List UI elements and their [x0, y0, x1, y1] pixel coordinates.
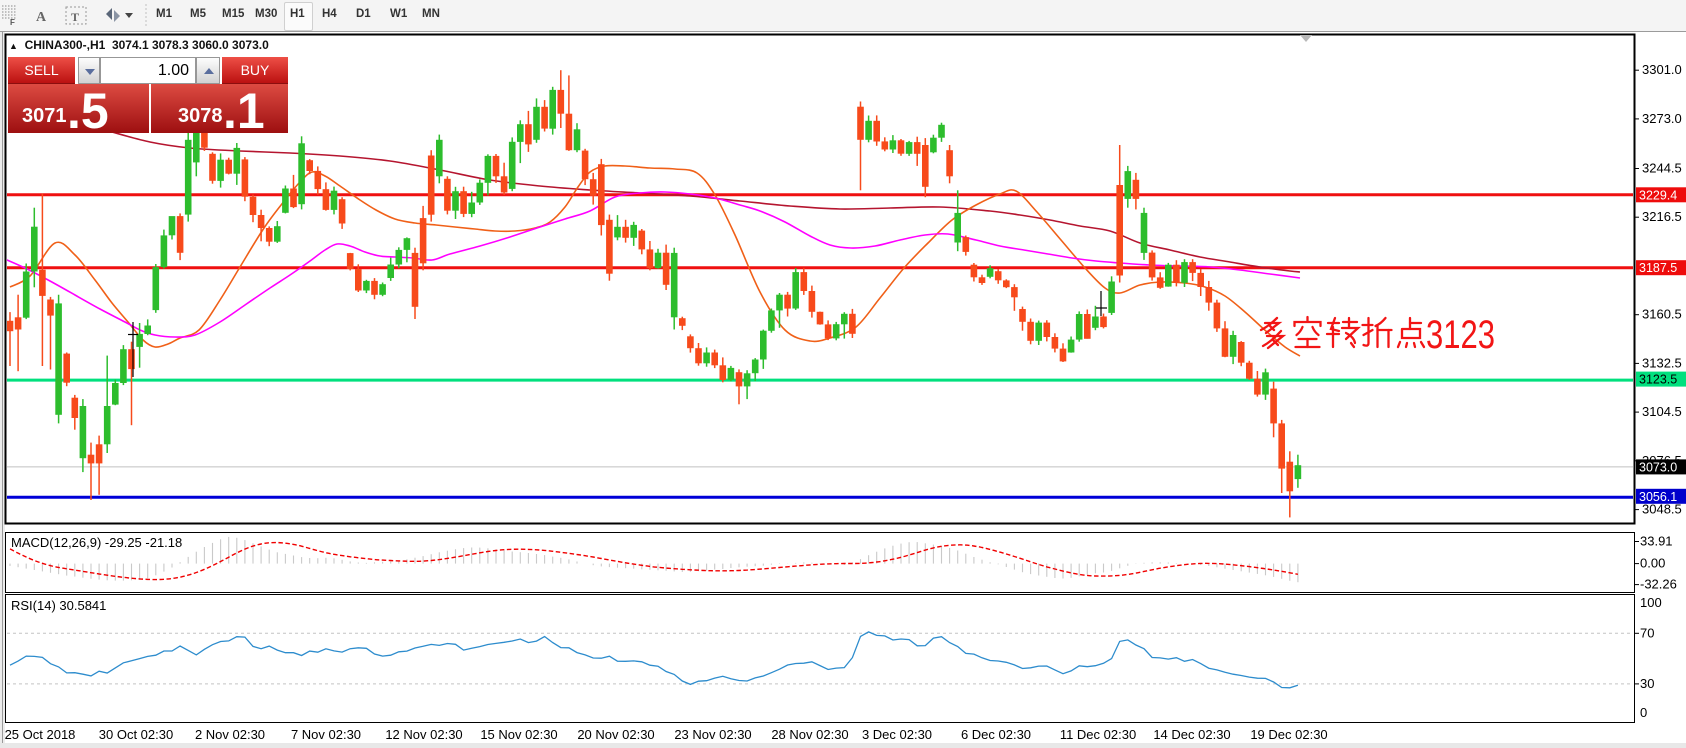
svg-text:11 Dec 02:30: 11 Dec 02:30 [1060, 727, 1136, 742]
svg-text:A: A [36, 10, 47, 25]
svg-text:30 Oct 02:30: 30 Oct 02:30 [99, 727, 173, 742]
svg-text:12 Nov 02:30: 12 Nov 02:30 [385, 727, 462, 742]
svg-text:6 Dec 02:30: 6 Dec 02:30 [961, 727, 1031, 742]
svg-text:7 Nov 02:30: 7 Nov 02:30 [291, 727, 361, 742]
svg-text:3123: 3123 [1426, 313, 1495, 357]
svg-text:3273.0: 3273.0 [1642, 111, 1682, 126]
svg-text:3216.5: 3216.5 [1642, 209, 1682, 224]
svg-text:100: 100 [1640, 595, 1662, 610]
svg-text:0: 0 [1640, 705, 1647, 720]
svg-text:0.00: 0.00 [1640, 556, 1665, 571]
svg-text:14 Dec 02:30: 14 Dec 02:30 [1153, 727, 1230, 742]
svg-text:70: 70 [1640, 625, 1654, 640]
svg-text:19 Dec 02:30: 19 Dec 02:30 [1250, 727, 1327, 742]
svg-text:T: T [71, 10, 79, 24]
svg-text:3160.5: 3160.5 [1642, 307, 1682, 322]
svg-text:RSI(14) 30.5841: RSI(14) 30.5841 [11, 598, 106, 613]
svg-text:33.91: 33.91 [1640, 534, 1673, 549]
svg-text:23 Nov 02:30: 23 Nov 02:30 [674, 727, 751, 742]
svg-text:3244.5: 3244.5 [1642, 161, 1682, 176]
svg-text:3073.0: 3073.0 [1639, 460, 1677, 474]
svg-text:3 Dec 02:30: 3 Dec 02:30 [862, 727, 932, 742]
svg-text:20 Nov 02:30: 20 Nov 02:30 [577, 727, 654, 742]
svg-text:2 Nov 02:30: 2 Nov 02:30 [195, 727, 265, 742]
svg-text:3056.1: 3056.1 [1639, 490, 1677, 504]
svg-text:-32.26: -32.26 [1640, 577, 1677, 592]
svg-text:3104.5: 3104.5 [1642, 404, 1682, 419]
svg-text:3229.4: 3229.4 [1639, 188, 1677, 202]
svg-text:15 Nov 02:30: 15 Nov 02:30 [480, 727, 557, 742]
svg-text:25 Oct 2018: 25 Oct 2018 [5, 727, 76, 742]
svg-text:3048.5: 3048.5 [1642, 502, 1682, 517]
svg-text:MACD(12,26,9) -29.25 -21.18: MACD(12,26,9) -29.25 -21.18 [11, 535, 182, 550]
svg-text:3132.5: 3132.5 [1642, 355, 1682, 370]
svg-text:F: F [10, 18, 15, 27]
svg-text:28 Nov 02:30: 28 Nov 02:30 [771, 727, 848, 742]
svg-text:3301.0: 3301.0 [1642, 62, 1682, 77]
svg-text:30: 30 [1640, 676, 1654, 691]
svg-text:3187.5: 3187.5 [1639, 261, 1677, 275]
svg-text:3123.5: 3123.5 [1639, 373, 1677, 387]
